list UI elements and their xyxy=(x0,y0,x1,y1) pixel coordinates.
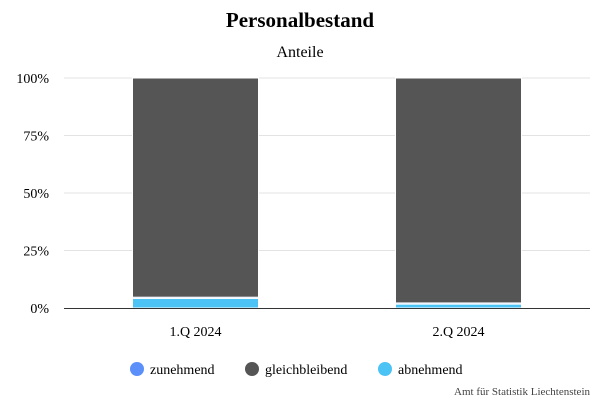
legend-item-gleichbleibend[interactable]: gleichbleibend xyxy=(245,362,347,378)
bar-abnehmend-0[interactable] xyxy=(132,297,259,309)
chart-title: Personalbestand xyxy=(226,8,375,32)
x-tick-label: 2.Q 2024 xyxy=(432,325,484,340)
x-axis: 1.Q 2024 2.Q 2024 xyxy=(169,325,484,340)
legend-item-zunehmend[interactable]: zunehmend xyxy=(130,362,215,378)
legend-marker xyxy=(130,362,144,376)
chart-credit[interactable]: Amt für Statistik Liechtenstein xyxy=(454,386,590,398)
y-tick-label: 100% xyxy=(16,72,49,87)
y-tick-label: 0% xyxy=(30,302,49,317)
chart-subtitle: Anteile xyxy=(276,44,323,61)
y-tick-label: 50% xyxy=(23,187,49,202)
y-tick-label: 75% xyxy=(23,130,49,145)
bar-abnehmend-1[interactable] xyxy=(395,303,522,309)
legend: zunehmend gleichbleibend abnehmend xyxy=(130,362,463,378)
legend-item-abnehmend[interactable]: abnehmend xyxy=(378,362,463,378)
x-tick-label: 1.Q 2024 xyxy=(169,325,221,340)
legend-marker xyxy=(378,362,392,376)
legend-label: gleichbleibend xyxy=(265,363,347,378)
legend-label: zunehmend xyxy=(150,363,215,378)
legend-label: abnehmend xyxy=(398,363,463,378)
bar-gleichbleibend-1[interactable] xyxy=(395,77,522,304)
y-axis: 0% 25% 50% 75% 100% xyxy=(16,72,49,317)
bars xyxy=(132,77,522,309)
y-tick-label: 25% xyxy=(23,245,49,260)
bar-gleichbleibend-0[interactable] xyxy=(132,77,259,298)
legend-marker xyxy=(245,362,259,376)
